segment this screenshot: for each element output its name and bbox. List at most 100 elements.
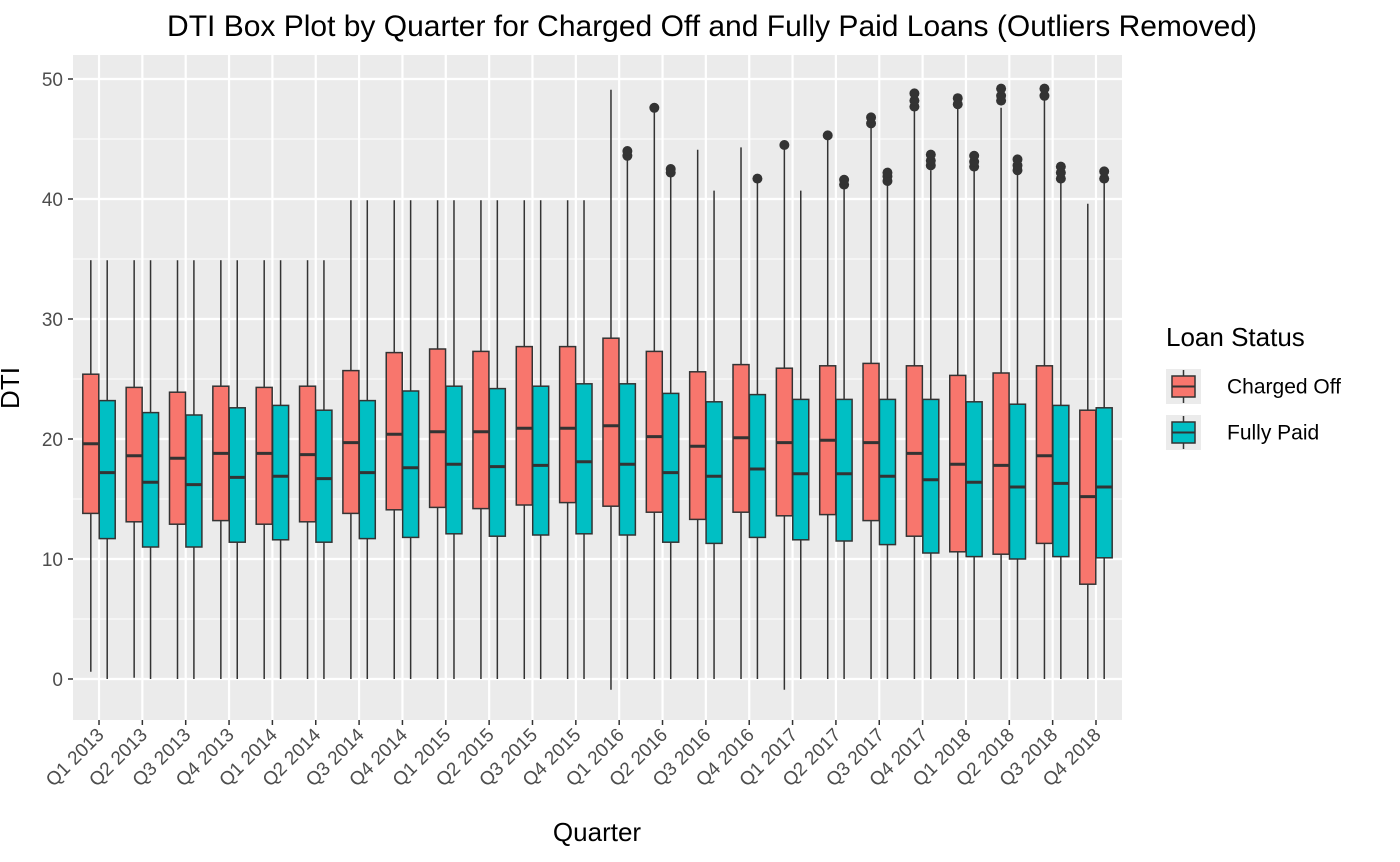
box-fully-paid-8 xyxy=(401,200,420,679)
outlier-point xyxy=(996,83,1007,94)
box-charged-off-19 xyxy=(862,112,880,679)
box-iqr xyxy=(748,393,767,539)
legend: Loan Status Charged Off Fully Paid xyxy=(1166,322,1341,450)
box-charged-off-9 xyxy=(428,200,447,679)
box-iqr xyxy=(792,398,810,541)
box-iqr xyxy=(1008,403,1027,560)
box-fully-paid-10 xyxy=(488,200,507,679)
box-fully-paid-14 xyxy=(661,164,680,679)
box-iqr xyxy=(878,398,897,546)
box-charged-off-22 xyxy=(992,83,1010,679)
box-fully-paid-15 xyxy=(705,190,723,679)
box-fully-paid-22 xyxy=(1008,154,1027,679)
box-fully-paid-17 xyxy=(792,190,810,679)
box-iqr xyxy=(558,345,577,504)
outlier-point xyxy=(925,149,936,160)
box-charged-off-15 xyxy=(688,149,707,679)
box-iqr xyxy=(575,383,593,535)
box-iqr xyxy=(515,345,534,506)
box-charged-off-2 xyxy=(125,260,143,678)
box-fully-paid-2 xyxy=(141,260,160,679)
box-iqr xyxy=(315,409,333,543)
box-fully-paid-18 xyxy=(835,174,853,679)
legend-key-charged-off: Charged Off xyxy=(1166,369,1341,404)
outlier-point xyxy=(1012,154,1023,165)
box-fully-paid-19 xyxy=(878,167,897,679)
legend-label: Charged Off xyxy=(1227,376,1341,399)
box-fully-paid-1 xyxy=(98,260,116,679)
box-iqr xyxy=(141,411,160,548)
box-iqr xyxy=(228,407,246,543)
outlier-point xyxy=(779,140,790,150)
box-fully-paid-21 xyxy=(965,150,983,679)
box-fully-paid-9 xyxy=(445,200,463,679)
box-charged-off-11 xyxy=(515,200,534,679)
outlier-point xyxy=(882,167,893,178)
outlier-point xyxy=(822,130,833,141)
box-iqr xyxy=(358,399,377,540)
box-fully-paid-13 xyxy=(618,146,637,679)
y-tick-label: 0 xyxy=(52,670,63,691)
box-fully-paid-23 xyxy=(1052,161,1070,679)
box-iqr xyxy=(271,404,290,541)
outlier-point xyxy=(909,95,920,106)
box-iqr xyxy=(401,390,420,539)
y-tick-label: 50 xyxy=(42,70,63,91)
box-iqr xyxy=(1095,407,1113,559)
outlier-point xyxy=(952,93,963,104)
box-iqr xyxy=(428,348,447,509)
box-fully-paid-12 xyxy=(575,200,593,679)
y-axis-title: DTI xyxy=(0,367,25,409)
box-iqr xyxy=(602,337,620,507)
y-tick-label: 30 xyxy=(42,310,63,331)
box-iqr xyxy=(992,372,1010,555)
box-iqr xyxy=(922,398,940,554)
box-fully-paid-3 xyxy=(185,260,203,679)
box-iqr xyxy=(835,398,853,542)
box-fully-paid-20 xyxy=(922,149,940,679)
legend-title: Loan Status xyxy=(1166,322,1305,352)
outlier-point xyxy=(622,146,633,156)
minor-gridlines xyxy=(73,138,1122,620)
legend-key-fully-paid: Fully Paid xyxy=(1166,415,1319,450)
box-fully-paid-4 xyxy=(228,260,246,679)
box-fully-paid-6 xyxy=(315,260,333,679)
outlier-point xyxy=(649,102,660,113)
box-charged-off-18 xyxy=(818,130,837,679)
outlier-point xyxy=(839,174,850,185)
box-iqr xyxy=(472,350,490,510)
box-iqr xyxy=(705,401,723,545)
box-iqr xyxy=(255,386,273,525)
box-charged-off-14 xyxy=(645,102,664,679)
box-iqr xyxy=(645,350,664,513)
outlier-point xyxy=(1039,90,1050,101)
outlier-point xyxy=(1039,83,1050,94)
box-iqr xyxy=(1052,404,1070,558)
y-axis: 0 10 20 30 40 50 xyxy=(42,70,73,691)
outlier-point xyxy=(1055,161,1066,172)
box-iqr xyxy=(185,414,203,548)
outlier-point xyxy=(1099,173,1110,184)
y-tick-label: 40 xyxy=(42,190,63,211)
box-iqr xyxy=(531,385,550,536)
box-iqr xyxy=(618,383,637,536)
box-iqr xyxy=(488,387,507,537)
x-axis-title: Quarter xyxy=(553,817,641,847)
box-iqr xyxy=(385,351,403,511)
box-iqr xyxy=(661,392,680,543)
box-charged-off-13 xyxy=(602,89,620,690)
legend-keys: Charged Off Fully Paid xyxy=(1166,369,1341,450)
outlier-point xyxy=(969,150,980,161)
outlier-point xyxy=(665,164,676,174)
outlier-point xyxy=(996,90,1007,101)
box-fully-paid-7 xyxy=(358,200,377,679)
outlier-point xyxy=(866,112,877,123)
box-fully-paid-11 xyxy=(531,200,550,679)
outlier-point xyxy=(1099,166,1110,177)
box-iqr xyxy=(905,365,924,537)
plot-panel xyxy=(73,55,1122,720)
box-fully-paid-16 xyxy=(748,173,767,679)
box-iqr xyxy=(965,401,983,558)
legend-label: Fully Paid xyxy=(1227,422,1319,445)
